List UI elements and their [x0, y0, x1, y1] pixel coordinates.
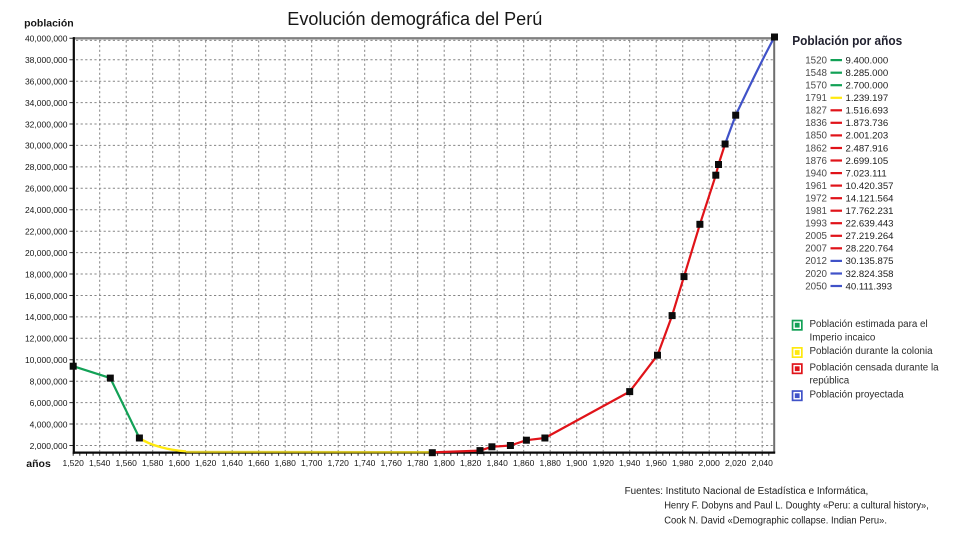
svg-text:34,000,000: 34,000,000 [25, 98, 68, 108]
svg-text:2007: 2007 [805, 244, 827, 255]
svg-text:1570: 1570 [805, 81, 827, 92]
svg-text:1,700: 1,700 [301, 458, 323, 468]
svg-text:1791: 1791 [805, 93, 827, 104]
svg-text:24,000,000: 24,000,000 [25, 205, 68, 215]
svg-text:1862: 1862 [805, 143, 827, 154]
svg-text:32,000,000: 32,000,000 [25, 119, 68, 129]
svg-text:1,880: 1,880 [540, 458, 562, 468]
svg-text:1.516.693: 1.516.693 [846, 106, 889, 117]
svg-text:30,000,000: 30,000,000 [25, 141, 68, 151]
svg-text:2.487.916: 2.487.916 [846, 143, 889, 154]
svg-text:17.762.231: 17.762.231 [846, 206, 894, 217]
svg-text:16,000,000: 16,000,000 [25, 291, 68, 301]
svg-text:Evolución demográfica del Perú: Evolución demográfica del Perú [287, 8, 542, 29]
svg-text:1,960: 1,960 [646, 458, 668, 468]
svg-text:20,000,000: 20,000,000 [25, 248, 68, 258]
svg-text:14.121.564: 14.121.564 [846, 194, 895, 205]
svg-text:Población estimada para el: Población estimada para el [810, 319, 928, 330]
svg-text:1,680: 1,680 [275, 458, 297, 468]
svg-text:4,000,000: 4,000,000 [30, 419, 68, 429]
svg-text:2.001.203: 2.001.203 [846, 131, 889, 142]
svg-text:32.824.358: 32.824.358 [846, 269, 894, 280]
svg-text:1961: 1961 [805, 181, 827, 192]
svg-text:14,000,000: 14,000,000 [25, 312, 68, 322]
svg-text:población: población [24, 17, 74, 29]
svg-text:40,000,000: 40,000,000 [25, 34, 68, 44]
svg-text:10,000,000: 10,000,000 [25, 355, 68, 365]
svg-text:2,020: 2,020 [725, 458, 747, 468]
svg-text:2050: 2050 [805, 281, 827, 292]
svg-text:Población durante la colonia: Población durante la colonia [810, 346, 934, 357]
svg-text:república: república [810, 376, 850, 387]
svg-text:1,580: 1,580 [142, 458, 164, 468]
svg-text:Población proyectada: Población proyectada [810, 389, 905, 400]
svg-text:1,720: 1,720 [328, 458, 350, 468]
svg-text:Población censada durante la: Población censada durante la [810, 362, 940, 373]
svg-text:2,040: 2,040 [752, 458, 774, 468]
svg-text:2,000: 2,000 [699, 458, 721, 468]
svg-text:2020: 2020 [805, 269, 827, 280]
svg-text:1,640: 1,640 [222, 458, 244, 468]
svg-text:2.699.105: 2.699.105 [846, 156, 889, 167]
svg-text:1,540: 1,540 [89, 458, 111, 468]
svg-text:2.700.000: 2.700.000 [846, 81, 889, 92]
svg-text:1,840: 1,840 [487, 458, 509, 468]
svg-text:1981: 1981 [805, 206, 827, 217]
svg-text:2,000,000: 2,000,000 [30, 441, 68, 451]
svg-text:1850: 1850 [805, 131, 827, 142]
svg-text:22,000,000: 22,000,000 [25, 227, 68, 237]
svg-text:1,780: 1,780 [407, 458, 429, 468]
svg-text:1876: 1876 [805, 156, 827, 167]
svg-text:1,560: 1,560 [116, 458, 138, 468]
svg-text:2005: 2005 [805, 231, 827, 242]
svg-text:9.400.000: 9.400.000 [846, 55, 889, 66]
svg-text:10.420.357: 10.420.357 [846, 181, 894, 192]
svg-text:1520: 1520 [805, 55, 827, 66]
svg-text:8,000,000: 8,000,000 [30, 377, 68, 387]
svg-text:1972: 1972 [805, 194, 827, 205]
svg-text:12,000,000: 12,000,000 [25, 334, 68, 344]
svg-text:Cook N. David «Demographic col: Cook N. David «Demographic collapse. Ind… [664, 515, 887, 526]
svg-text:1836: 1836 [805, 118, 827, 129]
svg-text:2012: 2012 [805, 256, 827, 267]
svg-text:1,660: 1,660 [248, 458, 270, 468]
svg-text:1,740: 1,740 [354, 458, 376, 468]
svg-text:1,760: 1,760 [381, 458, 403, 468]
svg-text:38,000,000: 38,000,000 [25, 55, 68, 65]
svg-text:1.873.736: 1.873.736 [846, 118, 889, 129]
svg-text:1,860: 1,860 [513, 458, 535, 468]
svg-text:1,600: 1,600 [169, 458, 191, 468]
svg-text:1548: 1548 [805, 68, 827, 79]
svg-text:1.239.197: 1.239.197 [846, 93, 889, 104]
svg-text:Población por años: Población por años [792, 33, 902, 48]
svg-text:6,000,000: 6,000,000 [30, 398, 68, 408]
svg-text:1,800: 1,800 [434, 458, 456, 468]
svg-text:1,940: 1,940 [619, 458, 641, 468]
svg-text:40.111.393: 40.111.393 [846, 281, 893, 292]
svg-text:Imperio incaico: Imperio incaico [810, 333, 876, 344]
svg-text:28.220.764: 28.220.764 [846, 244, 895, 255]
svg-text:27.219.264: 27.219.264 [846, 231, 895, 242]
svg-text:Fuentes: Instituto Nacional de: Fuentes: Instituto Nacional de Estadísti… [625, 486, 869, 497]
svg-text:30.135.875: 30.135.875 [846, 256, 894, 267]
svg-text:36,000,000: 36,000,000 [25, 77, 68, 87]
svg-text:1993: 1993 [805, 219, 827, 230]
svg-text:años: años [26, 458, 51, 470]
svg-text:1827: 1827 [805, 106, 827, 117]
svg-text:26,000,000: 26,000,000 [25, 184, 68, 194]
svg-text:1940: 1940 [805, 168, 827, 179]
svg-text:1,520: 1,520 [63, 458, 85, 468]
svg-text:1,920: 1,920 [593, 458, 615, 468]
svg-text:22.639.443: 22.639.443 [846, 219, 894, 230]
svg-text:1,900: 1,900 [566, 458, 588, 468]
svg-text:Henry F. Dobyns and Paul L. Do: Henry F. Dobyns and Paul L. Doughty «Per… [664, 501, 929, 512]
svg-text:7.023.111: 7.023.111 [846, 168, 887, 179]
svg-text:1,820: 1,820 [460, 458, 482, 468]
svg-text:1,980: 1,980 [672, 458, 694, 468]
svg-text:28,000,000: 28,000,000 [25, 162, 68, 172]
svg-text:18,000,000: 18,000,000 [25, 269, 68, 279]
svg-text:1,620: 1,620 [195, 458, 217, 468]
svg-text:8.285.000: 8.285.000 [846, 68, 889, 79]
